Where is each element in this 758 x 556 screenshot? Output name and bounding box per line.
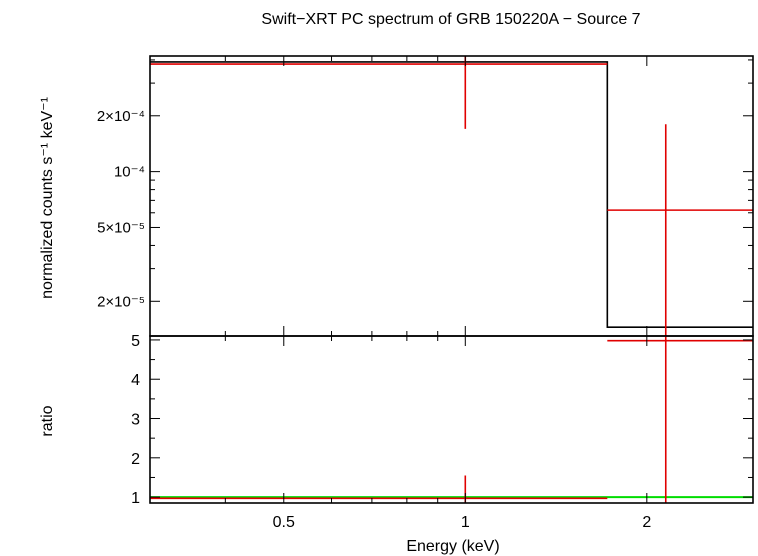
top-panel-frame — [150, 56, 753, 336]
y-tick-label: 10⁻⁴ — [114, 164, 145, 181]
x-tick-label: 0.5 — [273, 514, 295, 531]
y-tick-label: 2 — [131, 451, 140, 468]
y-tick-label: 5 — [131, 333, 140, 350]
x-tick-labels: 0.5 1 2 — [273, 514, 652, 531]
y-tick-label: 5×10⁻⁵ — [97, 219, 145, 236]
model-histogram — [150, 62, 753, 327]
bottom-y-axis-label: ratio — [39, 405, 56, 436]
bottom-panel: 1 2 3 4 5 — [131, 333, 753, 507]
x-axis-label: Energy (keV) — [406, 538, 499, 555]
x-tick-label: 1 — [461, 514, 470, 531]
y-tick-label: 1 — [131, 490, 140, 507]
top-y-axis-label: normalized counts s⁻¹ keV⁻¹ — [39, 97, 56, 299]
y-tick-label: 4 — [131, 372, 140, 389]
y-tick-label: 2×10⁻⁴ — [97, 108, 145, 125]
y-tick-label: 3 — [131, 412, 140, 429]
chart-title: Swift−XRT PC spectrum of GRB 150220A − S… — [261, 11, 640, 28]
bottom-panel-frame — [150, 336, 753, 503]
y-tick-label: 2×10⁻⁵ — [97, 293, 145, 310]
x-tick-label: 2 — [642, 514, 651, 531]
top-panel: 2×10⁻⁵ 5×10⁻⁵ 10⁻⁴ 2×10⁻⁴ — [97, 56, 753, 336]
